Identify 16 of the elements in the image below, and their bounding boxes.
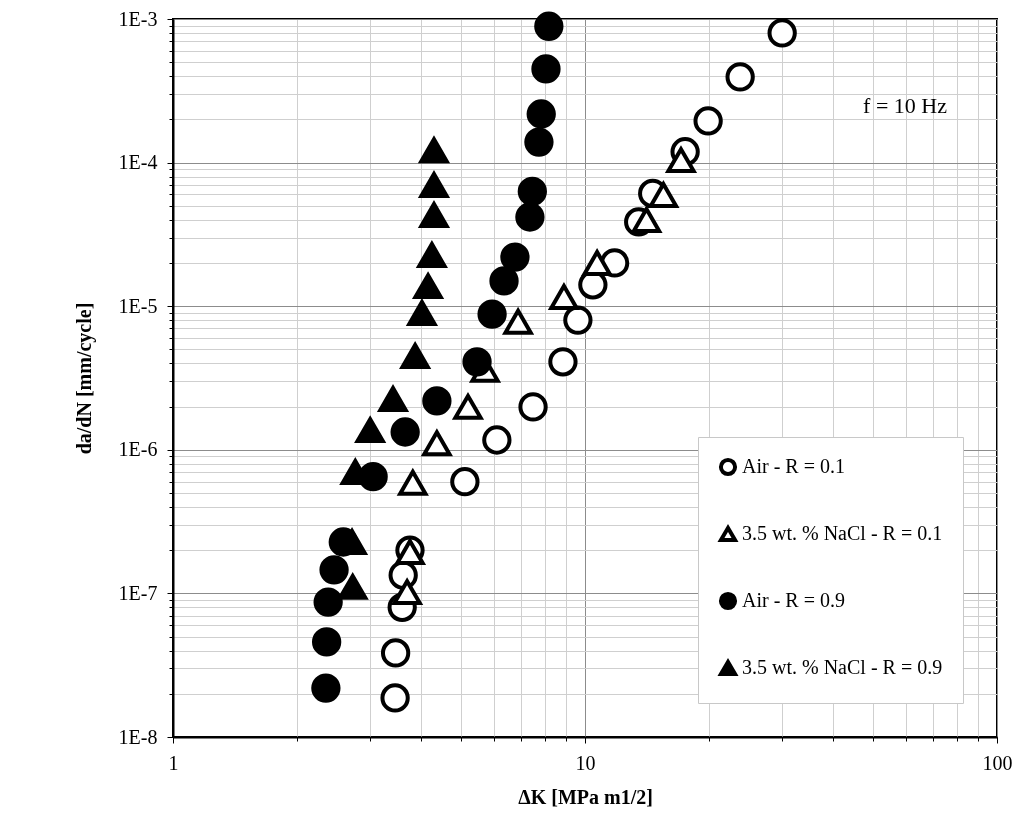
legend-label: Air - R = 0.9 <box>742 589 845 611</box>
legend-label: 3.5 wt. % NaCl - R = 0.1 <box>742 522 943 544</box>
x-tick-label: 10 <box>575 751 596 774</box>
x-axis-title: ΔK [MPa m1/2] <box>518 785 653 808</box>
y-axis-title: da/dN [mm/cycle] <box>72 302 96 455</box>
y-tick-label: 1E-3 <box>118 7 158 30</box>
y-tick-label: 1E-7 <box>118 581 158 604</box>
x-tick-label: 1 <box>168 751 179 774</box>
y-tick-label: 1E-5 <box>118 294 158 317</box>
x-tick-label: 100 <box>982 751 1013 774</box>
legend-label: 3.5 wt. % NaCl - R = 0.9 <box>742 656 943 678</box>
y-tick-label: 1E-4 <box>118 151 158 174</box>
y-tick-label: 1E-8 <box>118 725 158 748</box>
legend-label: Air - R = 0.1 <box>742 455 845 477</box>
annotation: f = 10 Hz <box>863 93 948 118</box>
y-tick-label: 1E-6 <box>118 438 158 461</box>
